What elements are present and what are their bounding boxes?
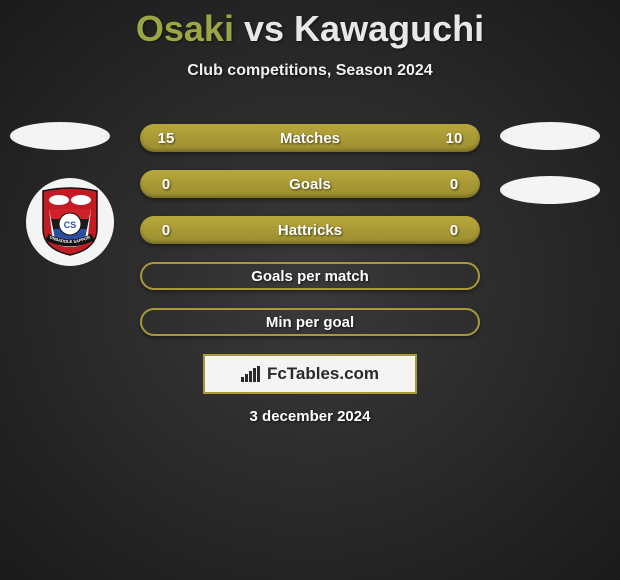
stat-label: Hattricks — [178, 222, 442, 239]
stat-bar-matches: 15 Matches 10 — [140, 124, 480, 152]
subtitle: Club competitions, Season 2024 — [0, 62, 620, 80]
page-title: Osaki vs Kawaguchi — [0, 0, 620, 50]
vs-label: vs — [244, 8, 284, 49]
stat-bar-min-per-goal: Min per goal — [140, 308, 480, 336]
stat-bar-hattricks: 0 Hattricks 0 — [140, 216, 480, 244]
stat-left-value: 15 — [154, 130, 178, 147]
stat-label: Goals per match — [251, 268, 369, 285]
bar-chart-icon — [241, 366, 261, 382]
fctables-logo[interactable]: FcTables.com — [203, 354, 417, 394]
stat-left-value: 0 — [154, 222, 178, 239]
stat-bar-goals-per-match: Goals per match — [140, 262, 480, 290]
stat-right-value: 0 — [442, 176, 466, 193]
team-crest-left: CS CONSADOLE SAPPORO — [26, 178, 114, 266]
stat-label: Matches — [178, 130, 442, 147]
stat-label: Min per goal — [266, 314, 354, 331]
stat-right-value: 0 — [442, 222, 466, 239]
date-text: 3 december 2024 — [0, 408, 620, 425]
stats-bars: 15 Matches 10 0 Goals 0 0 Hattricks 0 Go… — [140, 124, 480, 354]
avatar-placeholder-right-2 — [500, 176, 600, 204]
stat-right-value: 10 — [442, 130, 466, 147]
avatar-placeholder-right-1 — [500, 122, 600, 150]
avatar-placeholder-left — [10, 122, 110, 150]
stat-left-value: 0 — [154, 176, 178, 193]
player1-name: Osaki — [136, 8, 234, 49]
svg-text:CS: CS — [64, 220, 77, 230]
crest-consadole-sapporo: CS CONSADOLE SAPPORO — [39, 187, 101, 257]
stat-label: Goals — [178, 176, 442, 193]
logo-text: FcTables.com — [267, 364, 379, 384]
stat-bar-goals: 0 Goals 0 — [140, 170, 480, 198]
player2-name: Kawaguchi — [294, 8, 484, 49]
